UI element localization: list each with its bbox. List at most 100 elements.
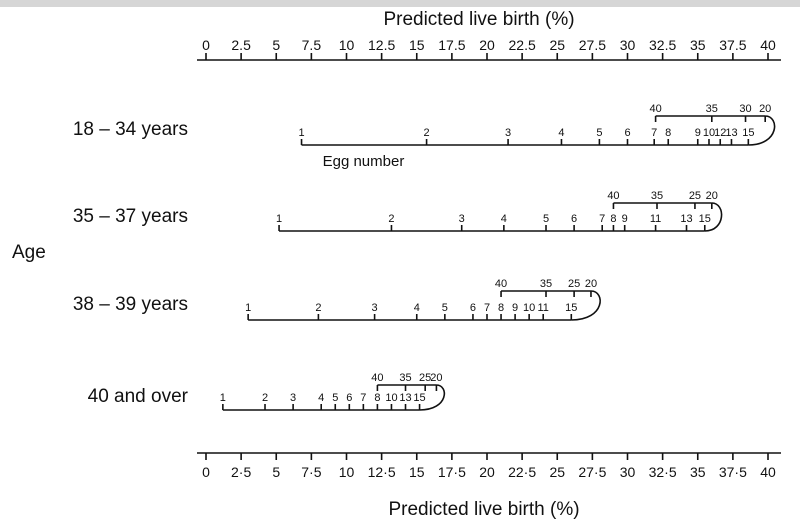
egg-label: 7	[599, 213, 605, 225]
egg-label: 7	[484, 302, 490, 314]
egg-label: 1	[220, 392, 226, 404]
age-group-label: 38 – 39 years	[73, 294, 188, 315]
top-axis-tick-label: 37.5	[719, 37, 746, 53]
egg-label: 8	[610, 213, 616, 225]
top-axis-tick-label: 27.5	[579, 37, 606, 53]
egg-label: 5	[543, 213, 549, 225]
top-axis-tick-label: 25	[549, 37, 565, 53]
egg-label: 2	[388, 213, 394, 225]
egg-label: 1	[245, 302, 251, 314]
connector-curve	[704, 202, 723, 232]
egg-label: 12	[714, 127, 726, 139]
egg-label: 10	[703, 127, 715, 139]
upper-label: 35	[651, 190, 663, 202]
egg-label: 4	[558, 127, 564, 139]
egg-label: 4	[318, 392, 324, 404]
egg-label: 6	[571, 213, 577, 225]
egg-label: 13	[725, 127, 737, 139]
top-axis-tick-label: 15	[409, 37, 425, 53]
egg-label: 6	[346, 392, 352, 404]
egg-label: 7	[360, 392, 366, 404]
egg-label: 10	[385, 392, 397, 404]
egg-number-caption: Egg number	[323, 153, 405, 170]
egg-label: 15	[699, 213, 711, 225]
bottom-axis-title: Predicted live birth (%)	[388, 499, 579, 520]
age-group: 38 – 39 years 1 2 3 4 5 6 7 8 9 10 11 15 40 35 25 20	[73, 278, 601, 321]
upper-label: 25	[689, 190, 701, 202]
age-group: 35 – 37 years 1 2 3 4 5 6 7 8 9 11 13 15 40 35 25 20	[73, 190, 723, 232]
top-axis-tick-label: 35	[690, 37, 706, 53]
bottom-axis-tick-label: 17·5	[438, 464, 466, 480]
egg-label: 2	[262, 392, 268, 404]
egg-label: 15	[742, 127, 754, 139]
age-group-label: 18 – 34 years	[73, 119, 188, 140]
upper-label: 25	[419, 372, 431, 384]
bottom-axis-tick-label: 32·5	[649, 464, 677, 480]
upper-label: 40	[607, 190, 619, 202]
egg-label: 11	[537, 302, 548, 314]
bottom-axis-tick-label: 5	[272, 464, 280, 480]
bottom-axis-tick-label: 10	[339, 464, 355, 480]
bottom-axis-tick-label: 12·5	[368, 464, 396, 480]
egg-label: 10	[523, 302, 535, 314]
top-axis-tick-label: 20	[479, 37, 495, 53]
egg-label: 11	[650, 213, 661, 225]
bottom-axis-tick-label: 2·5	[231, 464, 251, 480]
egg-label: 7	[651, 127, 657, 139]
bottom-axis-tick-label: 27·5	[578, 464, 606, 480]
egg-label: 8	[498, 302, 504, 314]
egg-label: 9	[695, 127, 701, 139]
egg-label: 3	[372, 302, 378, 314]
egg-label: 13	[680, 213, 692, 225]
bottom-axis-tick-label: 15	[409, 464, 425, 480]
upper-label: 35	[706, 103, 718, 115]
egg-label: 8	[374, 392, 380, 404]
egg-label: 3	[505, 127, 511, 139]
egg-label: 2	[424, 127, 430, 139]
connector-curve	[748, 115, 776, 146]
top-border-strip	[0, 0, 800, 7]
egg-label: 2	[315, 302, 321, 314]
egg-label: 4	[501, 213, 507, 225]
bottom-axis-tick-label: 0	[202, 464, 210, 480]
top-axis-tick-label: 17.5	[438, 37, 465, 53]
egg-label: 6	[470, 302, 476, 314]
upper-label: 40	[649, 103, 661, 115]
age-group-label: 35 – 37 years	[73, 206, 188, 227]
upper-label: 40	[495, 278, 507, 290]
egg-label: 9	[512, 302, 518, 314]
egg-label: 3	[459, 213, 465, 225]
connector-curve	[419, 384, 445, 411]
egg-label: 15	[565, 302, 577, 314]
age-group-label: 40 and over	[88, 386, 189, 407]
upper-label: 30	[739, 103, 751, 115]
bottom-axis: 0 2·5 5 7·5 10 12·5 15 17·5 20 22·5 25 27·5 30 32·5 35…	[197, 452, 781, 480]
egg-label: 4	[414, 302, 420, 314]
upper-label: 20	[706, 190, 718, 202]
top-axis: 0 2.5 5 7.5 10 12.5 15 17.5 20 22.5 25 27.5 30 32.5 35…	[197, 37, 781, 61]
egg-label: 5	[332, 392, 338, 404]
top-axis-tick-label: 12.5	[368, 37, 395, 53]
egg-label: 6	[624, 127, 630, 139]
upper-label: 40	[371, 372, 383, 384]
top-axis-tick-label: 40	[760, 37, 776, 53]
top-axis-tick-label: 0	[202, 37, 210, 53]
bottom-axis-tick-label: 40	[760, 464, 776, 480]
egg-label: 8	[665, 127, 671, 139]
egg-label: 15	[413, 392, 425, 404]
bottom-axis-tick-label: 20	[479, 464, 495, 480]
top-axis-tick-label: 5	[272, 37, 280, 53]
upper-label: 20	[759, 103, 771, 115]
top-axis-tick-label: 32.5	[649, 37, 676, 53]
y-axis-label-age: Age	[12, 242, 46, 263]
upper-label: 35	[540, 278, 552, 290]
egg-label: 1	[298, 127, 304, 139]
bottom-axis-tick-label: 30	[620, 464, 636, 480]
upper-label: 20	[430, 372, 442, 384]
upper-label: 25	[568, 278, 580, 290]
top-axis-tick-label: 30	[620, 37, 636, 53]
